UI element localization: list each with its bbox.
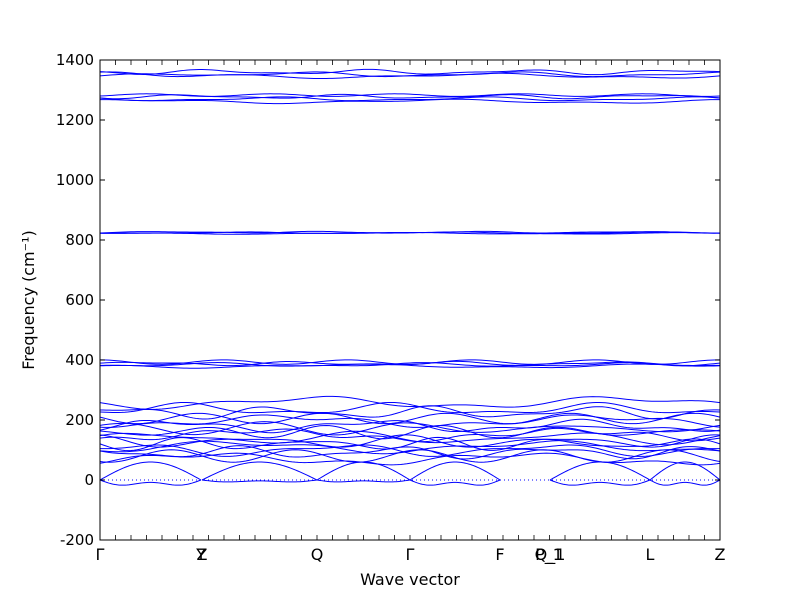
- x-ticks: Γ YZ Q Γ F P_1Q_1 L Z: [96, 60, 726, 565]
- band-line: [100, 421, 720, 436]
- band-line: [100, 440, 720, 455]
- band-line: [100, 98, 720, 105]
- acoustic-branch: [201, 479, 318, 483]
- acoustic-branch: [409, 479, 501, 486]
- y-tick-label: -200: [60, 531, 94, 549]
- band-line: [100, 96, 720, 102]
- band-line: [100, 405, 720, 420]
- x-tick-label: F: [495, 545, 504, 564]
- acoustic-branch: [316, 479, 411, 483]
- acoustic-branch: [100, 461, 202, 481]
- band-line: [100, 418, 720, 434]
- x-tick-label: Q: [311, 545, 324, 564]
- x-tick-label: Γ: [406, 545, 415, 564]
- band-line: [100, 424, 720, 440]
- x-axis-label: Wave vector: [360, 570, 460, 589]
- band-line: [100, 359, 720, 365]
- band-line: [100, 71, 720, 78]
- x-tick-label: L: [646, 545, 655, 564]
- band-line: [100, 363, 720, 369]
- acoustic-branch: [409, 461, 501, 481]
- x-tick-label: Y: [195, 545, 206, 564]
- plot-frame: [99, 59, 721, 541]
- band-line: [100, 68, 720, 76]
- y-tick-label: 1200: [56, 111, 94, 129]
- y-ticks: -200 0 200 400 600 800 1000 1200 1400: [56, 51, 720, 549]
- y-tick-label: 1000: [56, 171, 94, 189]
- band-line: [100, 401, 720, 414]
- acoustic-branch: [549, 479, 651, 486]
- band-line: [100, 452, 720, 466]
- band-line: [100, 412, 720, 425]
- y-tick-label: 1400: [56, 51, 94, 69]
- acoustic-branch: [549, 461, 651, 481]
- acoustic-branch: [649, 461, 720, 481]
- acoustic-branch: [100, 479, 202, 486]
- x-tick-label: Z: [197, 545, 208, 564]
- x-tick-label: P_1: [535, 545, 563, 565]
- band-line: [100, 230, 720, 234]
- band-line: [100, 395, 720, 410]
- x-tick-label: Q_1: [535, 545, 566, 565]
- y-tick-label: 600: [65, 291, 94, 309]
- y-tick-label: 0: [84, 471, 94, 489]
- acoustic-branch: [201, 461, 318, 481]
- acoustic-branch: [649, 479, 720, 486]
- band-line: [100, 362, 720, 367]
- band-line: [100, 430, 720, 446]
- y-tick-label: 200: [65, 411, 94, 429]
- y-tick-label: 800: [65, 231, 94, 249]
- band-line: [100, 93, 720, 97]
- band-line: [100, 414, 720, 428]
- y-axis-label: Frequency (cm⁻¹): [19, 230, 38, 369]
- acoustic-branch: [316, 461, 411, 481]
- band-line: [100, 445, 720, 460]
- band-lines: [100, 68, 720, 486]
- x-tick-label: Γ: [96, 545, 105, 564]
- x-tick-label: Z: [715, 545, 726, 564]
- y-tick-label: 400: [65, 351, 94, 369]
